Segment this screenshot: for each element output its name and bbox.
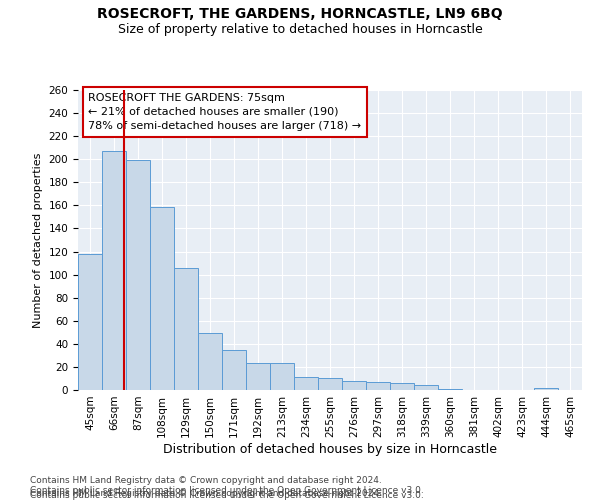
Bar bbox=[318, 378, 342, 390]
Text: Contains HM Land Registry data © Crown copyright and database right 2024.
Contai: Contains HM Land Registry data © Crown c… bbox=[30, 476, 424, 495]
Bar bbox=[222, 350, 246, 390]
Bar bbox=[198, 334, 222, 390]
Bar bbox=[390, 383, 414, 390]
Bar bbox=[294, 378, 318, 390]
Bar bbox=[366, 382, 390, 390]
Bar bbox=[126, 160, 150, 390]
Bar bbox=[534, 388, 558, 390]
Text: Contains public sector information licensed under the Open Government Licence v3: Contains public sector information licen… bbox=[30, 491, 424, 500]
Text: Distribution of detached houses by size in Horncastle: Distribution of detached houses by size … bbox=[163, 442, 497, 456]
Bar bbox=[246, 364, 270, 390]
Bar bbox=[414, 386, 438, 390]
Bar bbox=[102, 151, 126, 390]
Text: Size of property relative to detached houses in Horncastle: Size of property relative to detached ho… bbox=[118, 22, 482, 36]
Bar bbox=[342, 381, 366, 390]
Y-axis label: Number of detached properties: Number of detached properties bbox=[33, 152, 43, 328]
Bar bbox=[270, 364, 294, 390]
Bar bbox=[78, 254, 102, 390]
Text: Contains HM Land Registry data © Crown copyright and database right 2024.: Contains HM Land Registry data © Crown c… bbox=[30, 488, 382, 498]
Bar bbox=[150, 206, 174, 390]
Bar bbox=[438, 389, 462, 390]
Text: ROSECROFT, THE GARDENS, HORNCASTLE, LN9 6BQ: ROSECROFT, THE GARDENS, HORNCASTLE, LN9 … bbox=[97, 8, 503, 22]
Bar bbox=[174, 268, 198, 390]
Text: ROSECROFT THE GARDENS: 75sqm
← 21% of detached houses are smaller (190)
78% of s: ROSECROFT THE GARDENS: 75sqm ← 21% of de… bbox=[88, 93, 361, 131]
